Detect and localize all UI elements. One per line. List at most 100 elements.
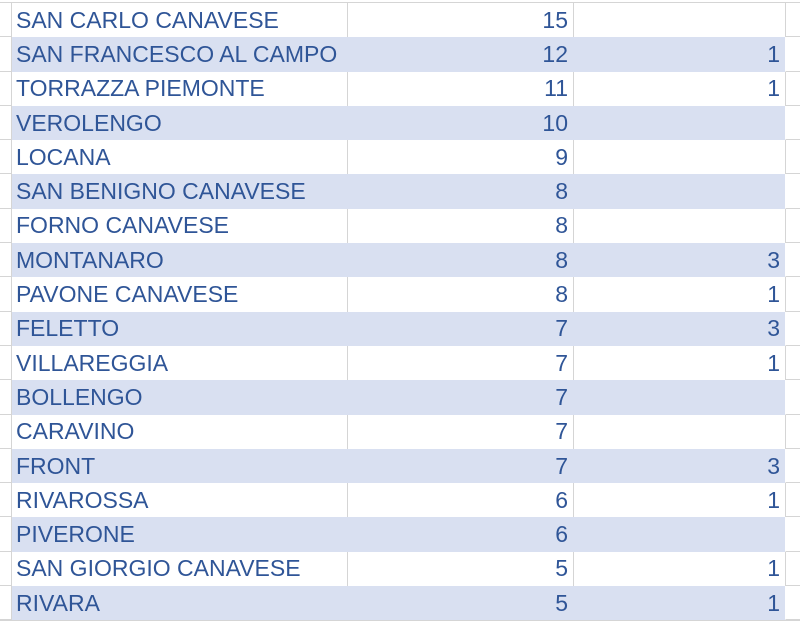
cell-left-gutter[interactable] — [0, 243, 12, 278]
cell-count-secondary[interactable] — [574, 174, 785, 209]
cell-left-gutter[interactable] — [0, 483, 12, 518]
cell-count-primary[interactable]: 15 — [348, 3, 574, 38]
cell-left-gutter[interactable] — [0, 345, 12, 381]
cell-count-primary[interactable]: 6 — [348, 483, 574, 518]
cell-right-gutter[interactable] — [785, 311, 800, 346]
cell-municipality[interactable]: MONTANARO — [12, 243, 348, 278]
cell-count-secondary[interactable]: 1 — [767, 349, 780, 376]
cell-right-gutter[interactable] — [785, 105, 800, 141]
table-row: RIVARA 5 1 — [0, 586, 800, 621]
cell-count-primary[interactable]: 7 — [348, 448, 574, 484]
cell-right-gutter[interactable] — [785, 586, 800, 621]
cell-left-gutter[interactable] — [0, 3, 12, 38]
cell-right-gutter[interactable] — [785, 414, 800, 449]
cell-count-secondary[interactable]: 3 — [574, 448, 785, 484]
cell-count-primary[interactable]: 8 — [348, 208, 574, 244]
cell-count-primary[interactable]: 7 — [348, 345, 574, 381]
cell-count-secondary[interactable]: 3 — [574, 311, 785, 346]
cell-municipality[interactable]: FELETTO — [12, 311, 348, 346]
cell-municipality[interactable]: RIVAROSSA — [12, 483, 348, 518]
cell-municipality[interactable]: CARAVINO — [12, 414, 348, 449]
cell-left-gutter[interactable] — [0, 380, 12, 415]
cell-municipality[interactable]: TORRAZZA PIEMONTE — [12, 71, 348, 106]
cell-right-gutter[interactable] — [785, 71, 800, 106]
cell-municipality[interactable]: PIVERONE — [12, 517, 348, 552]
cell-left-gutter[interactable] — [0, 551, 12, 587]
cell-count-primary[interactable]: 6 — [348, 517, 574, 552]
cell-count-secondary[interactable] — [574, 3, 785, 37]
cell-municipality[interactable]: RIVARA — [12, 586, 348, 621]
cell-count-primary[interactable]: 7 — [348, 414, 574, 449]
cell-left-gutter[interactable] — [0, 174, 12, 209]
cell-left-gutter[interactable] — [0, 586, 12, 621]
cell-count-secondary[interactable] — [574, 380, 785, 415]
cell-municipality[interactable]: LOCANA — [12, 140, 348, 175]
cell-right-gutter[interactable] — [785, 517, 800, 552]
cell-count-primary[interactable]: 7 — [348, 311, 574, 346]
cell-right-gutter[interactable] — [785, 208, 800, 244]
cell-count-secondary[interactable] — [574, 209, 785, 243]
cell-left-gutter[interactable] — [0, 208, 12, 244]
cell-count-primary[interactable]: 9 — [348, 140, 574, 175]
cell-right-gutter[interactable] — [785, 551, 800, 587]
cell-count-secondary[interactable] — [574, 415, 785, 449]
cell-count-primary[interactable]: 5 — [348, 586, 574, 621]
cell-count-primary[interactable]: 8 — [348, 174, 574, 209]
cell-right-gutter[interactable] — [785, 483, 800, 518]
cell-left-gutter[interactable] — [0, 37, 12, 72]
cell-count-secondary[interactable]: 1 — [767, 281, 780, 308]
table-row: FORNO CANAVESE 8 — [0, 208, 800, 244]
cell-municipality[interactable]: FORNO CANAVESE — [12, 208, 348, 244]
cell-count-primary[interactable]: 8 — [348, 277, 574, 312]
cell-count-secondary[interactable] — [574, 517, 785, 552]
cell-count-secondary[interactable]: 3 — [574, 243, 785, 278]
cell-right-gutter[interactable] — [785, 380, 800, 415]
cell-left-gutter[interactable] — [0, 105, 12, 141]
cell-count-primary[interactable]: 8 — [348, 243, 574, 278]
cell-right-gutter[interactable] — [785, 345, 800, 381]
cell-right-gutter[interactable] — [785, 3, 800, 38]
table-row: MONTANARO 8 3 — [0, 243, 800, 278]
table-row: PIVERONE 6 — [0, 517, 800, 552]
cell-left-gutter[interactable] — [0, 311, 12, 346]
cell-right-gutter[interactable] — [785, 174, 800, 209]
cell-count-secondary[interactable] — [574, 140, 785, 174]
cell-left-gutter[interactable] — [0, 448, 12, 484]
cell-left-gutter[interactable] — [0, 140, 12, 175]
table-body: SAN CARLO CANAVESE 15 SAN FRANCESCO AL C… — [0, 3, 800, 621]
cell-right-gutter[interactable] — [785, 243, 800, 278]
cell-municipality[interactable]: SAN FRANCESCO AL CAMPO — [12, 37, 348, 72]
cell-count-primary[interactable]: 7 — [348, 380, 574, 415]
cell-municipality[interactable]: SAN BENIGNO CANAVESE — [12, 174, 348, 209]
table-row: FRONT 7 3 — [0, 448, 800, 484]
cell-right-gutter[interactable] — [785, 140, 800, 175]
cell-municipality[interactable]: FRONT — [12, 448, 348, 484]
cell-count-primary[interactable]: 10 — [348, 105, 574, 141]
cell-left-gutter[interactable] — [0, 71, 12, 106]
cell-count-secondary[interactable]: 1 — [767, 555, 780, 582]
table-row: VILLAREGGIA 7 1 — [0, 345, 800, 381]
cell-count-secondary[interactable]: 1 — [574, 586, 785, 621]
cell-count-primary[interactable]: 11 — [348, 71, 574, 106]
table-row: RIVAROSSA 6 1 — [0, 483, 800, 518]
cell-municipality[interactable]: SAN GIORGIO CANAVESE — [12, 551, 348, 587]
cell-left-gutter[interactable] — [0, 414, 12, 449]
cell-right-gutter[interactable] — [785, 37, 800, 72]
cell-count-primary[interactable]: 5 — [348, 551, 574, 587]
table-row: VEROLENGO 10 — [0, 105, 800, 141]
cell-municipality[interactable]: PAVONE CANAVESE — [12, 277, 348, 312]
cell-municipality[interactable]: BOLLENGO — [12, 380, 348, 415]
cell-left-gutter[interactable] — [0, 277, 12, 312]
cell-count-secondary[interactable]: 1 — [574, 37, 785, 72]
cell-municipality[interactable]: VEROLENGO — [12, 105, 348, 141]
cell-count-secondary[interactable] — [574, 105, 785, 141]
cell-municipality[interactable]: VILLAREGGIA — [12, 345, 348, 381]
table-row: TORRAZZA PIEMONTE 11 1 — [0, 71, 800, 106]
cell-count-secondary[interactable]: 1 — [767, 75, 780, 102]
cell-count-secondary[interactable]: 1 — [767, 486, 780, 513]
cell-municipality[interactable]: SAN CARLO CANAVESE — [12, 3, 348, 38]
cell-right-gutter[interactable] — [785, 277, 800, 312]
cell-right-gutter[interactable] — [785, 448, 800, 484]
cell-left-gutter[interactable] — [0, 517, 12, 552]
cell-count-primary[interactable]: 12 — [348, 37, 574, 72]
